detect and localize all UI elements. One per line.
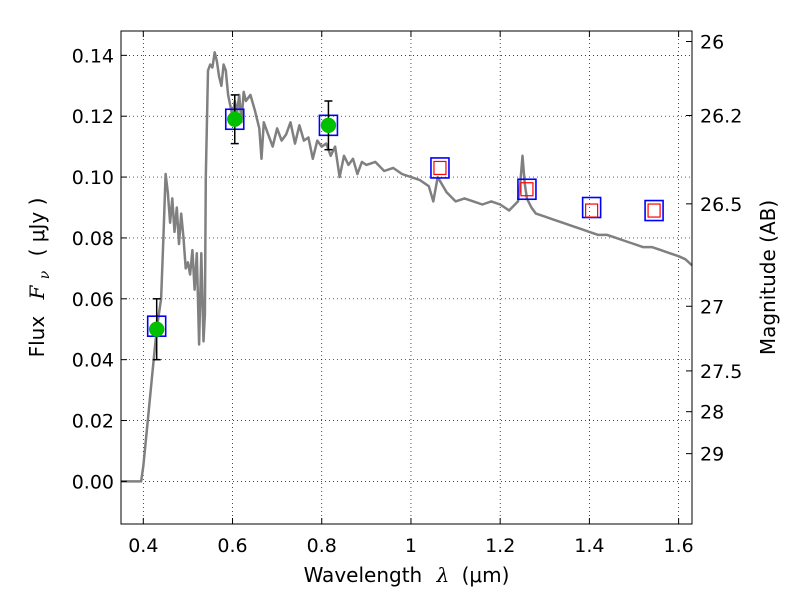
magnitude-tick-label: 26.5 (700, 194, 742, 216)
magnitude-tick-label: 27 (700, 296, 724, 318)
model-square (517, 178, 537, 201)
magnitude-tick-label: 29 (700, 444, 724, 466)
x-tick-label: 1.2 (485, 535, 515, 557)
model-square (644, 199, 664, 222)
magnitude-tick-label: 28 (700, 402, 724, 424)
x-tick-label: 0.8 (307, 535, 337, 557)
y-axis-label-unit: ( μJy ) (25, 198, 49, 257)
photometry-point (320, 117, 337, 134)
plot-frame (120, 30, 693, 525)
x-axis-label-prefix: Wavelength (304, 563, 423, 587)
x-tick-label: 1.4 (574, 535, 604, 557)
y-tick-label: 0.10 (72, 167, 114, 189)
x-tick-label: 0.4 (128, 535, 158, 557)
magnitude-tick-label: 26 (700, 31, 724, 53)
axis-ticks (121, 31, 692, 524)
y-axis-label-symbol: F (25, 284, 49, 300)
predicted-square (520, 182, 534, 197)
y-axis-label-prefix: Flux (25, 316, 49, 358)
y-axis-label-subscript: ν (37, 270, 53, 279)
x-axis-label: Wavelength λ (μm) (304, 563, 510, 587)
predicted-square (585, 203, 599, 218)
y-axis-label: Flux F ν ( μJy ) (25, 198, 54, 358)
x-tick-label: 1.6 (664, 535, 694, 557)
photometry-point (227, 111, 243, 128)
predicted-square (647, 203, 661, 218)
y-tick-label: 0.12 (72, 106, 114, 128)
x-tick-label: 1 (405, 535, 417, 557)
magnitude-tick-label: 27.5 (700, 361, 742, 383)
spectrum-line (121, 51, 693, 483)
y-tick-label: 0.06 (72, 289, 114, 311)
x-tick-label: 0.6 (217, 535, 247, 557)
photometry-point (148, 321, 165, 337)
y-tick-label: 0.02 (72, 411, 114, 433)
model-spectrum (121, 51, 693, 483)
x-axis-label-unit: (μm) (462, 563, 510, 587)
data-points (146, 94, 664, 361)
y-tick-label: 0.00 (72, 471, 114, 493)
y-tick-label: 0.04 (72, 350, 114, 372)
y-tick-label: 0.14 (72, 45, 114, 67)
model-square (430, 157, 450, 179)
y-tick-label: 0.08 (72, 228, 114, 250)
magnitude-tick-label: 26.2 (700, 105, 742, 127)
tick-labels: 0.4 0.6 0.8 1 1.2 1.4 1.6 0.00 0.02 0.04 0.06 0.08 0… (72, 31, 743, 557)
x-axis-label-symbol: λ (436, 563, 450, 587)
magnitude-axis-label: Magnitude (AB) (756, 200, 780, 355)
predicted-square (433, 160, 447, 176)
